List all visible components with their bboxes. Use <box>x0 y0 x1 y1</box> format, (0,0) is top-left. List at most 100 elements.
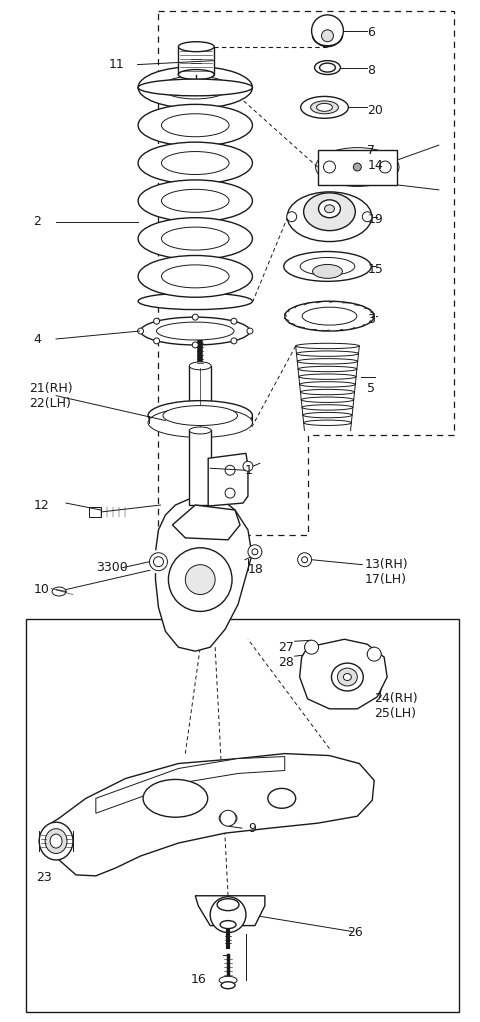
Ellipse shape <box>285 301 374 331</box>
Text: 1: 1 <box>245 464 253 476</box>
Text: 21(RH): 21(RH) <box>29 382 73 396</box>
Ellipse shape <box>52 587 66 596</box>
Ellipse shape <box>138 218 252 260</box>
Text: 3: 3 <box>367 313 375 326</box>
Text: 23: 23 <box>36 872 52 884</box>
Circle shape <box>312 15 343 47</box>
Ellipse shape <box>138 104 252 146</box>
Circle shape <box>192 314 198 320</box>
Text: 12: 12 <box>33 499 49 512</box>
Circle shape <box>247 328 253 334</box>
Ellipse shape <box>138 142 252 184</box>
Ellipse shape <box>217 898 239 911</box>
Circle shape <box>154 557 164 566</box>
Ellipse shape <box>316 103 333 111</box>
Text: 27: 27 <box>278 641 294 654</box>
Circle shape <box>231 338 237 343</box>
Ellipse shape <box>367 649 381 659</box>
Circle shape <box>287 212 297 222</box>
Text: 3300: 3300 <box>96 561 128 574</box>
Text: 17(LH): 17(LH) <box>364 573 406 586</box>
Ellipse shape <box>219 811 237 825</box>
Text: 7: 7 <box>367 144 375 156</box>
Circle shape <box>252 549 258 555</box>
Bar <box>189 366 211 430</box>
Text: 2: 2 <box>33 216 41 228</box>
Ellipse shape <box>300 258 355 275</box>
Circle shape <box>362 212 372 222</box>
Ellipse shape <box>161 265 229 288</box>
Circle shape <box>220 810 236 826</box>
Ellipse shape <box>300 381 355 387</box>
Circle shape <box>225 465 235 475</box>
Ellipse shape <box>301 398 354 403</box>
Polygon shape <box>195 895 265 926</box>
Ellipse shape <box>337 668 357 686</box>
Ellipse shape <box>305 642 319 652</box>
Ellipse shape <box>219 976 237 984</box>
Ellipse shape <box>161 113 229 137</box>
Ellipse shape <box>179 69 214 80</box>
Text: 6: 6 <box>367 27 375 39</box>
Text: 14: 14 <box>367 158 383 172</box>
Ellipse shape <box>221 982 235 988</box>
Ellipse shape <box>138 256 252 297</box>
Text: 19: 19 <box>367 214 383 226</box>
Circle shape <box>225 489 235 498</box>
Circle shape <box>243 461 253 471</box>
Ellipse shape <box>39 822 73 860</box>
Ellipse shape <box>297 351 359 357</box>
Circle shape <box>231 318 237 324</box>
Ellipse shape <box>287 192 372 241</box>
Text: 11: 11 <box>109 58 124 72</box>
Circle shape <box>353 164 361 171</box>
Polygon shape <box>172 505 240 540</box>
Bar <box>89 507 101 517</box>
Circle shape <box>324 161 336 173</box>
Ellipse shape <box>189 362 211 370</box>
Ellipse shape <box>300 389 355 394</box>
Circle shape <box>322 30 334 42</box>
Ellipse shape <box>314 60 340 75</box>
Bar <box>26 619 459 1012</box>
Ellipse shape <box>304 420 351 425</box>
Circle shape <box>185 565 215 595</box>
Ellipse shape <box>320 63 336 73</box>
Text: 18: 18 <box>248 563 264 576</box>
Ellipse shape <box>138 180 252 222</box>
Ellipse shape <box>148 408 252 437</box>
Ellipse shape <box>161 151 229 175</box>
Text: 28: 28 <box>278 656 294 668</box>
Ellipse shape <box>138 66 252 108</box>
Circle shape <box>168 548 232 611</box>
Ellipse shape <box>299 374 356 379</box>
Circle shape <box>367 647 381 661</box>
Text: 20: 20 <box>367 104 383 117</box>
Ellipse shape <box>50 834 62 848</box>
Polygon shape <box>96 756 285 814</box>
Circle shape <box>154 318 159 324</box>
Ellipse shape <box>156 322 234 340</box>
Circle shape <box>154 338 159 343</box>
Ellipse shape <box>303 413 352 418</box>
Text: 4: 4 <box>33 332 41 345</box>
Circle shape <box>298 553 312 566</box>
Text: 25(LH): 25(LH) <box>374 707 416 721</box>
Ellipse shape <box>161 189 229 213</box>
Text: 5: 5 <box>367 382 375 396</box>
Ellipse shape <box>297 359 358 364</box>
Text: 22(LH): 22(LH) <box>29 398 71 410</box>
Circle shape <box>192 342 198 347</box>
Ellipse shape <box>220 921 236 929</box>
Ellipse shape <box>45 829 67 853</box>
Polygon shape <box>208 454 248 506</box>
Ellipse shape <box>284 251 371 281</box>
Circle shape <box>379 161 391 173</box>
Text: 10: 10 <box>33 583 49 596</box>
Ellipse shape <box>268 788 296 808</box>
Text: 26: 26 <box>348 926 363 939</box>
Text: 16: 16 <box>190 973 206 986</box>
Bar <box>189 430 211 505</box>
Ellipse shape <box>298 366 357 372</box>
Polygon shape <box>318 150 397 185</box>
